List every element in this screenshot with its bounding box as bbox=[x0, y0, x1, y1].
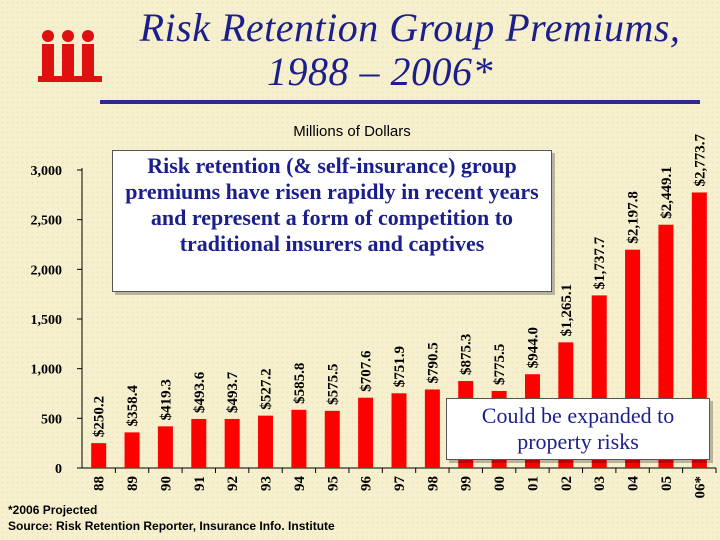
x-tick-label: 90 bbox=[158, 476, 174, 491]
bar bbox=[191, 418, 207, 468]
bar bbox=[224, 418, 240, 468]
bar bbox=[258, 415, 274, 468]
data-label: $575.5 bbox=[325, 364, 341, 405]
data-label: $790.5 bbox=[425, 342, 441, 383]
footnote-projection: *2006 Projected bbox=[8, 503, 98, 517]
y-tick-label: 0 bbox=[55, 462, 62, 477]
x-tick-label: 89 bbox=[125, 476, 141, 491]
x-tick-label: 06* bbox=[692, 476, 708, 499]
page-title-line-1: Risk Retention Group Premiums, bbox=[139, 5, 681, 50]
bar bbox=[424, 389, 440, 468]
bar bbox=[391, 393, 407, 468]
title-rule bbox=[100, 100, 700, 104]
data-label: $2,773.7 bbox=[692, 133, 708, 186]
iii-logo bbox=[38, 30, 102, 89]
data-label: $2,449.1 bbox=[659, 166, 675, 219]
bar bbox=[358, 397, 374, 468]
data-label: $250.2 bbox=[92, 396, 108, 437]
data-label: $419.3 bbox=[158, 379, 174, 420]
y-tick-label: 1,000 bbox=[31, 363, 63, 378]
chart-title: Millions of Dollars bbox=[293, 123, 411, 140]
y-tick-label: 3,000 bbox=[31, 164, 63, 179]
data-label: $875.3 bbox=[459, 334, 475, 375]
data-label: $1,737.7 bbox=[592, 236, 608, 289]
x-tick-label: 88 bbox=[92, 476, 108, 491]
data-label: $944.0 bbox=[525, 327, 541, 368]
iii-logo-icon bbox=[38, 30, 102, 82]
y-tick-label: 2,500 bbox=[31, 214, 63, 229]
callout-property-note: Could be expanded to property risks bbox=[446, 398, 710, 460]
x-tick-label: 02 bbox=[559, 476, 575, 491]
x-tick-label: 93 bbox=[259, 476, 275, 491]
x-tick-label: 91 bbox=[192, 476, 208, 491]
x-tick-label: 99 bbox=[459, 476, 475, 491]
y-tick-label: 1,500 bbox=[31, 313, 63, 328]
data-label: $751.9 bbox=[392, 346, 408, 387]
y-tick-label: 2,000 bbox=[31, 263, 63, 278]
x-tick-label: 05 bbox=[659, 476, 675, 491]
x-tick-label: 96 bbox=[359, 476, 375, 492]
data-label: $775.5 bbox=[492, 344, 508, 385]
data-label: $527.2 bbox=[259, 368, 275, 409]
footnote: *2006 Projected Source: Risk Retention R… bbox=[8, 502, 335, 534]
data-label: $585.8 bbox=[292, 363, 308, 404]
data-label: $358.4 bbox=[125, 385, 141, 427]
y-tick-label: 500 bbox=[41, 412, 62, 427]
x-tick-label: 98 bbox=[425, 476, 441, 491]
bar bbox=[291, 409, 307, 468]
x-tick-label: 95 bbox=[325, 476, 341, 491]
x-tick-label: 97 bbox=[392, 476, 408, 492]
callout-main-note: Risk retention (& self-insurance) group … bbox=[112, 150, 552, 292]
data-label: $493.6 bbox=[192, 371, 208, 413]
bar bbox=[157, 426, 173, 468]
data-label: $1,265.1 bbox=[559, 284, 575, 337]
x-tick-label: 01 bbox=[525, 476, 541, 491]
bar bbox=[91, 443, 107, 468]
x-tick-label: 03 bbox=[592, 476, 608, 491]
x-tick-label: 92 bbox=[225, 476, 241, 491]
footnote-source: Source: Risk Retention Reporter, Insuran… bbox=[8, 519, 335, 533]
x-tick-label: 04 bbox=[626, 476, 642, 492]
page-title-line-2: 1988 – 2006* bbox=[267, 49, 493, 94]
data-label: $707.6 bbox=[359, 350, 375, 392]
x-tick-label: 00 bbox=[492, 476, 508, 491]
bar bbox=[324, 410, 340, 468]
data-label: $2,197.8 bbox=[626, 191, 642, 244]
data-label: $493.7 bbox=[225, 371, 241, 413]
bar bbox=[124, 432, 140, 468]
x-tick-label: 94 bbox=[292, 476, 308, 492]
